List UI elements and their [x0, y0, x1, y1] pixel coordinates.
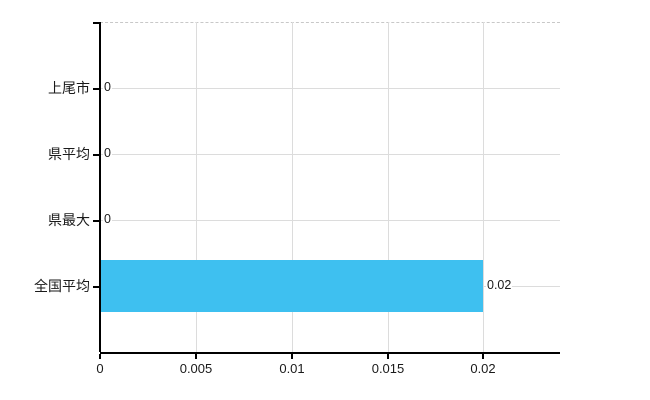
x-tick-label: 0.005	[179, 361, 213, 376]
x-tick	[99, 354, 101, 359]
x-tick	[291, 354, 293, 359]
value-label: 0.02	[486, 278, 513, 293]
x-tick	[482, 354, 484, 359]
gridline-horizontal	[100, 154, 560, 155]
category-label: 県最大	[48, 212, 90, 228]
gridline-horizontal	[100, 88, 560, 89]
x-tick-label: 0	[96, 361, 104, 376]
value-label: 0	[103, 146, 112, 161]
gridline-horizontal	[100, 220, 560, 221]
value-label: 0	[103, 212, 112, 227]
category-label: 上尾市	[48, 80, 90, 96]
y-tick	[93, 220, 100, 222]
x-tick-label: 0.02	[470, 361, 496, 376]
gridline-vertical	[388, 22, 389, 352]
bar	[100, 260, 483, 312]
gridline-vertical	[483, 22, 484, 352]
x-tick	[195, 354, 197, 359]
y-axis-top-tick	[93, 22, 100, 24]
x-axis-line	[100, 352, 560, 354]
gridline-vertical	[196, 22, 197, 352]
x-tick-label: 0.015	[371, 361, 405, 376]
y-tick	[93, 286, 100, 288]
value-label: 0	[103, 80, 112, 95]
category-label: 全国平均	[34, 278, 90, 294]
plot-top-border	[100, 22, 560, 23]
y-axis-line	[99, 22, 101, 352]
y-tick	[93, 88, 100, 90]
x-tick	[387, 354, 389, 359]
y-tick	[93, 154, 100, 156]
category-label: 県平均	[48, 146, 90, 162]
gridline-vertical	[292, 22, 293, 352]
x-tick-label: 0.01	[279, 361, 305, 376]
